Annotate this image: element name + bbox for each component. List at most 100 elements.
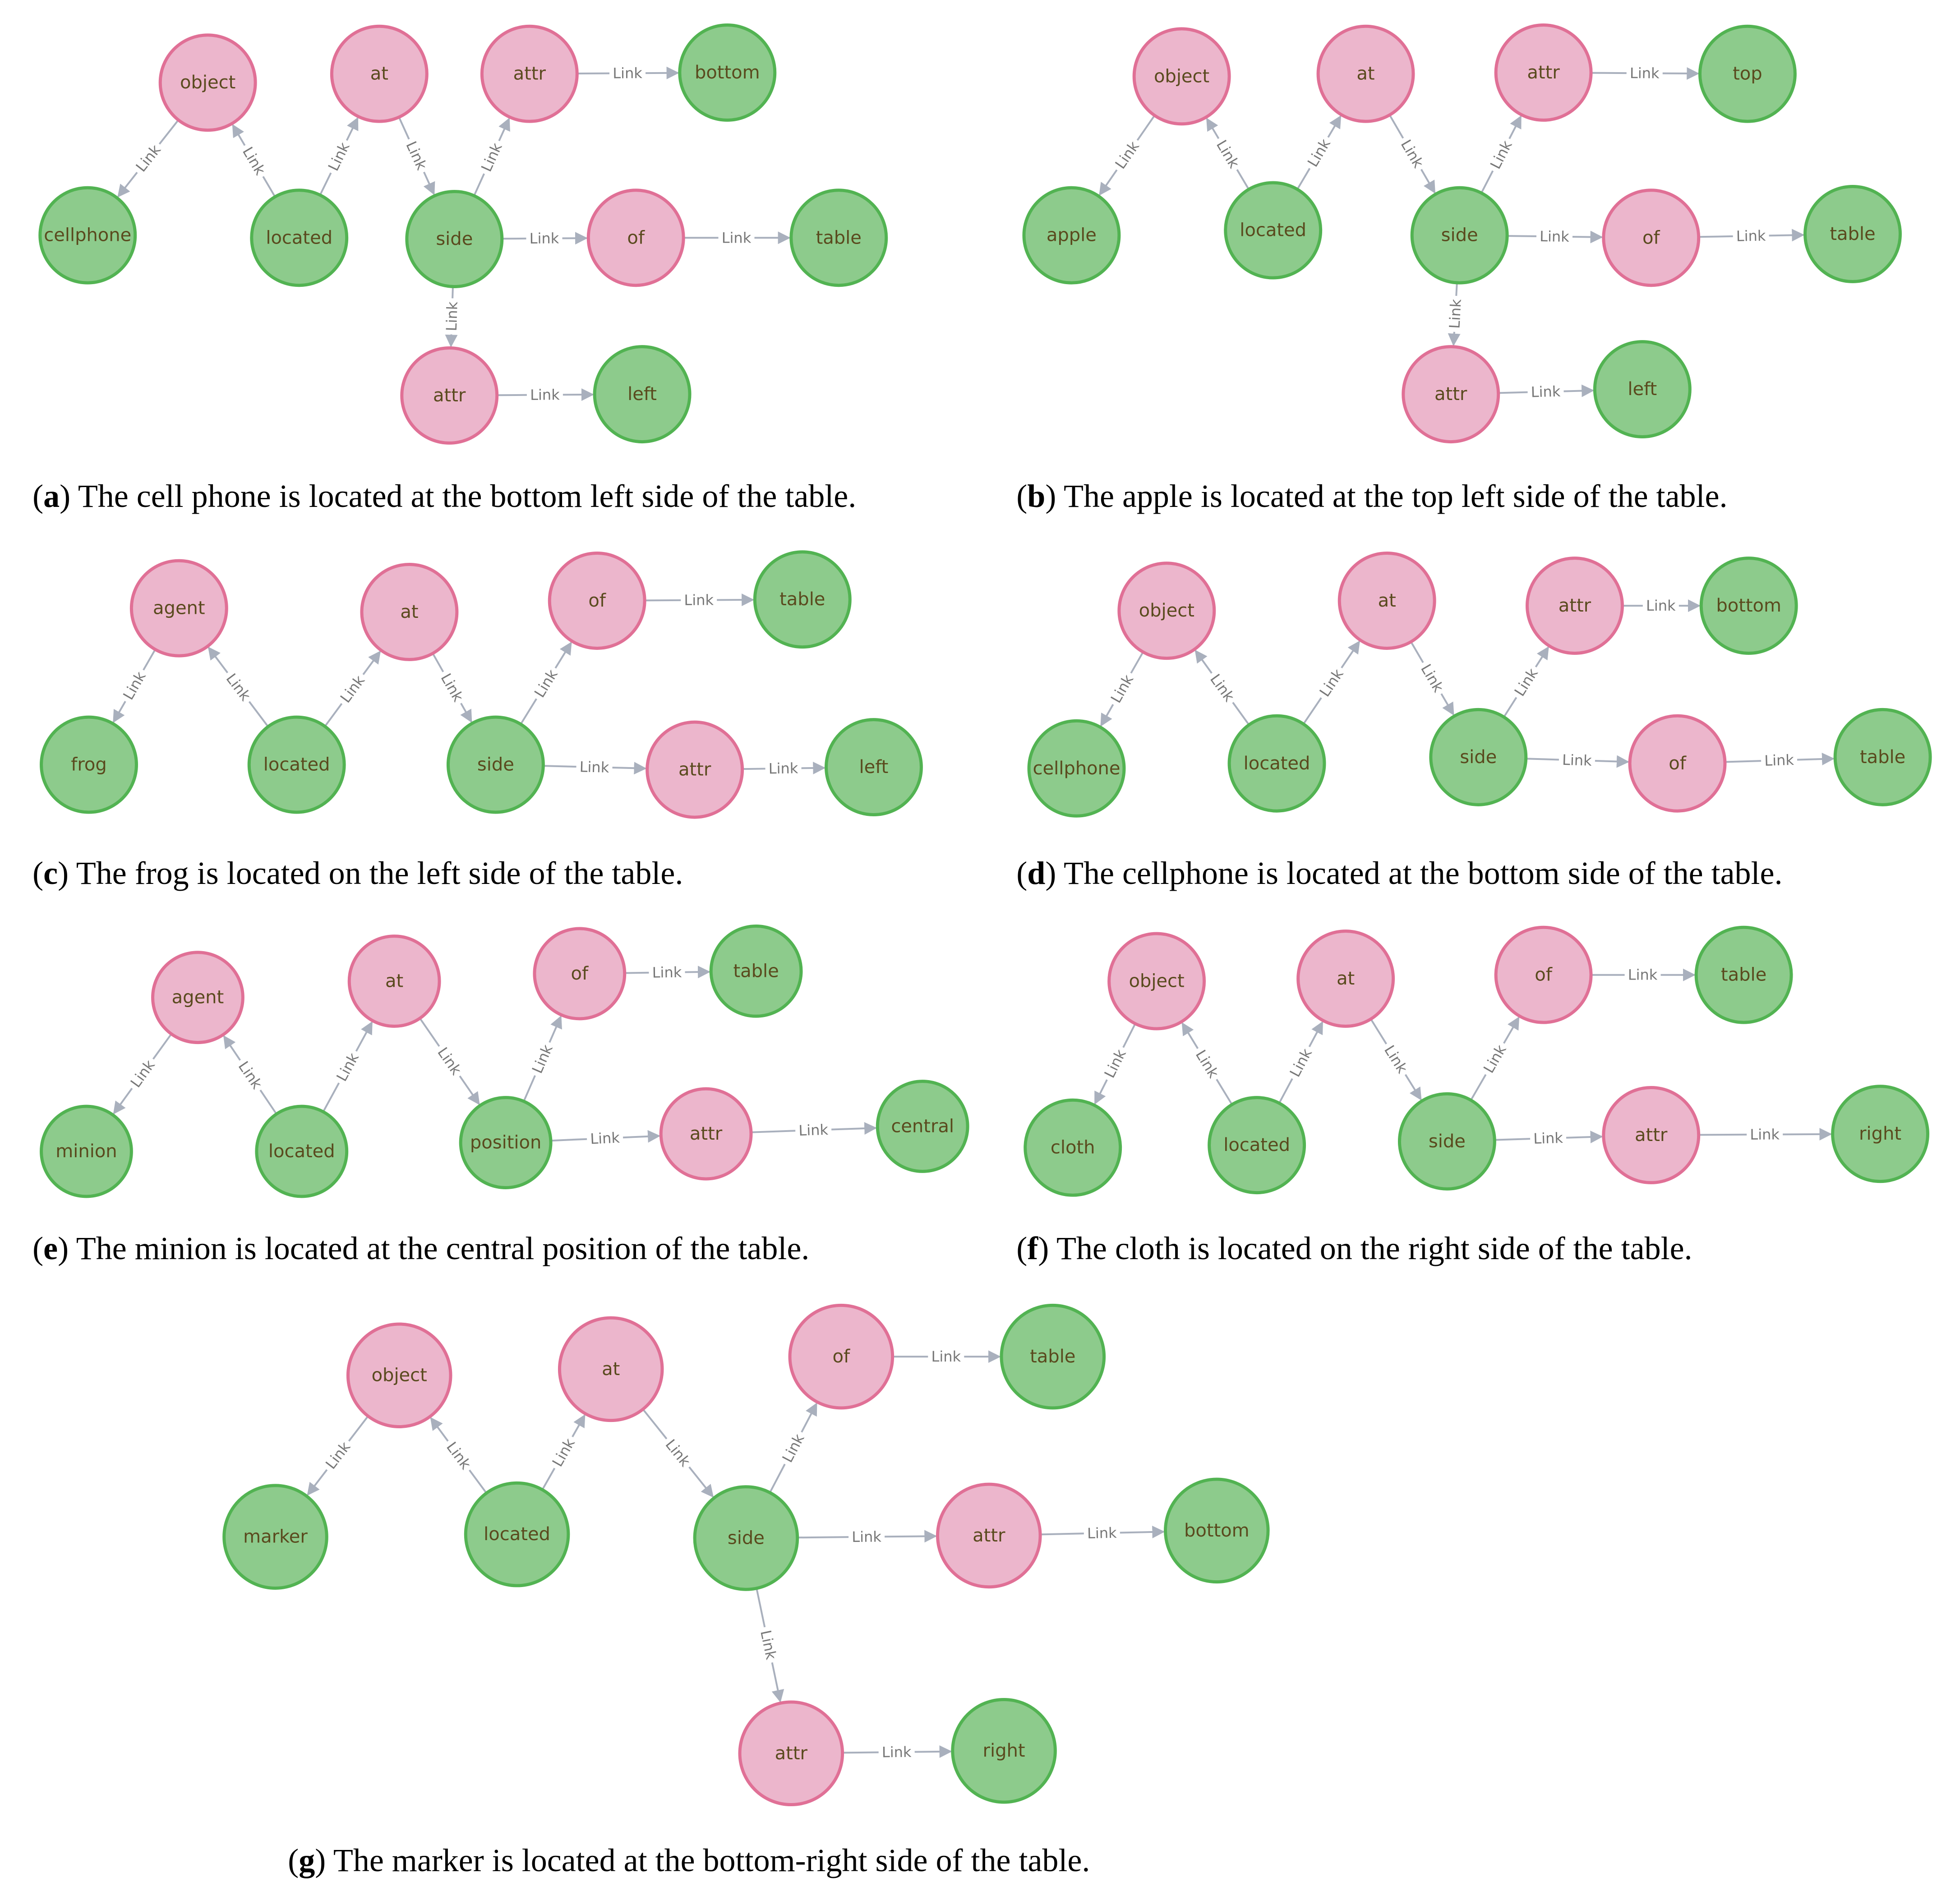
node-cellphone[interactable]: cellphone: [1027, 719, 1126, 818]
node-cellphone[interactable]: cellphone: [38, 186, 137, 285]
edge-of-to-table: Link: [683, 229, 791, 246]
node-bottom[interactable]: bottom: [1164, 1477, 1270, 1584]
node-of[interactable]: of: [1628, 714, 1727, 813]
edge-arrow: [1308, 1021, 1324, 1048]
node-at[interactable]: at: [360, 563, 459, 661]
edge-arrow: [1783, 1127, 1832, 1141]
node-of[interactable]: of: [533, 927, 627, 1021]
entity-node-circle: [1831, 1085, 1929, 1183]
node-attr[interactable]: attr: [646, 720, 744, 819]
node-table[interactable]: table: [709, 925, 803, 1018]
node-side[interactable]: side: [405, 190, 504, 288]
node-at[interactable]: at: [1316, 24, 1415, 123]
relation-node-circle: [346, 1322, 452, 1429]
node-table[interactable]: table: [1694, 925, 1793, 1024]
node-label: of: [1642, 227, 1660, 248]
node-at[interactable]: at: [558, 1316, 664, 1422]
edge-line: [259, 1090, 277, 1115]
edge-line: [1498, 391, 1528, 394]
edge-located-to-object: Link: [1194, 649, 1250, 726]
node-agent[interactable]: agent: [151, 951, 244, 1044]
node-minion[interactable]: minion: [40, 1104, 133, 1198]
node-table[interactable]: table: [1000, 1303, 1106, 1410]
node-located[interactable]: located: [1208, 1096, 1306, 1195]
node-side[interactable]: side: [1410, 186, 1509, 285]
node-located[interactable]: located: [255, 1104, 349, 1198]
node-central[interactable]: central: [876, 1080, 969, 1173]
node-attr1[interactable]: attr: [1494, 23, 1593, 122]
node-of[interactable]: of: [548, 552, 646, 650]
edge-arrow: [1508, 115, 1522, 139]
node-object[interactable]: object: [1117, 561, 1216, 660]
node-at[interactable]: at: [1337, 552, 1436, 650]
node-object[interactable]: object: [1107, 932, 1206, 1031]
node-at[interactable]: at: [347, 934, 441, 1028]
node-side[interactable]: side: [1397, 1092, 1496, 1191]
node-attr2[interactable]: attr: [1402, 345, 1500, 444]
node-attr2[interactable]: attr: [738, 1700, 844, 1807]
node-left[interactable]: left: [825, 718, 923, 817]
node-frog[interactable]: frog: [40, 715, 138, 814]
node-attr2[interactable]: attr: [400, 346, 499, 445]
edge-line: [1470, 1074, 1487, 1101]
node-located[interactable]: located: [250, 189, 349, 287]
node-side[interactable]: side: [1429, 708, 1528, 806]
node-table[interactable]: table: [1803, 184, 1902, 283]
node-table[interactable]: table: [1833, 708, 1932, 806]
node-label: bottom: [1184, 1520, 1250, 1541]
edge-line: [398, 116, 410, 140]
node-label: table: [733, 961, 779, 981]
node-table[interactable]: table: [789, 189, 888, 287]
node-attr[interactable]: attr: [1602, 1086, 1701, 1184]
node-side[interactable]: side: [693, 1485, 799, 1591]
entity-node-circle: [789, 189, 888, 287]
node-at[interactable]: at: [1296, 929, 1395, 1028]
node-attr[interactable]: attr: [1526, 557, 1624, 655]
node-bottom[interactable]: bottom: [678, 23, 777, 122]
node-attr1[interactable]: attr: [936, 1482, 1042, 1589]
node-label: cellphone: [44, 225, 131, 246]
entity-node-circle: [1224, 181, 1323, 280]
node-position[interactable]: position: [459, 1096, 553, 1189]
node-side[interactable]: side: [446, 715, 545, 814]
node-left[interactable]: left: [1593, 340, 1692, 438]
node-object[interactable]: object: [346, 1322, 452, 1429]
node-of[interactable]: of: [1494, 925, 1593, 1024]
node-located[interactable]: located: [464, 1481, 570, 1587]
edge-label: Link: [1764, 751, 1794, 769]
node-marker[interactable]: marker: [222, 1484, 328, 1590]
node-right[interactable]: right: [1831, 1085, 1929, 1183]
node-at[interactable]: at: [330, 24, 429, 123]
node-attr1[interactable]: attr: [480, 24, 579, 123]
entity-node-circle: [709, 925, 803, 1018]
edge-object-to-apple: Link: [1099, 115, 1156, 196]
node-located[interactable]: located: [247, 715, 346, 814]
node-bottom[interactable]: bottom: [1699, 557, 1798, 655]
node-object[interactable]: object: [158, 33, 257, 132]
node-label: side: [1441, 225, 1478, 246]
node-left[interactable]: left: [593, 345, 692, 444]
node-right[interactable]: right: [951, 1698, 1057, 1804]
caption-letter: a: [43, 478, 60, 515]
edge-label: Link: [402, 138, 430, 173]
edge-label: Link: [662, 1436, 694, 1470]
node-table[interactable]: table: [753, 550, 852, 649]
edge-arrow: [362, 650, 381, 675]
node-agent[interactable]: agent: [129, 559, 228, 658]
node-top[interactable]: top: [1698, 24, 1797, 123]
node-apple[interactable]: apple: [1022, 186, 1121, 285]
node-located[interactable]: located: [1224, 181, 1323, 280]
node-of[interactable]: of: [586, 189, 685, 287]
node-located[interactable]: located: [1227, 714, 1326, 813]
node-of[interactable]: of: [788, 1303, 895, 1410]
node-attr[interactable]: attr: [659, 1087, 753, 1181]
node-object[interactable]: object: [1132, 27, 1231, 126]
node-of[interactable]: of: [1602, 189, 1701, 287]
edge-line: [1040, 1532, 1084, 1536]
node-label: attr: [1527, 62, 1560, 83]
edge-line: [419, 1017, 440, 1047]
relation-node-circle: [1402, 345, 1500, 444]
node-cloth[interactable]: cloth: [1024, 1098, 1122, 1197]
edge-arrow: [572, 1414, 586, 1437]
